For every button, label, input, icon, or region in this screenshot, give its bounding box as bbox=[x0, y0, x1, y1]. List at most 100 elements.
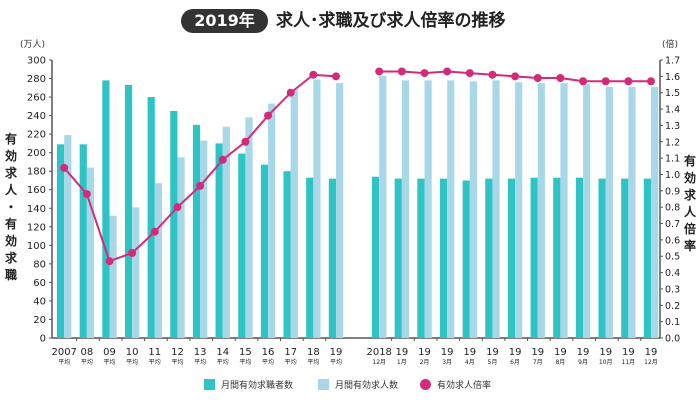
x-label-bottom: 6月 bbox=[510, 359, 520, 366]
bar-seekers bbox=[598, 178, 606, 338]
bar-seekers bbox=[575, 177, 584, 338]
x-label-bottom: 平均 bbox=[285, 358, 297, 366]
ratio-point bbox=[150, 227, 159, 236]
x-label-top: 11 bbox=[148, 347, 161, 358]
left-tick-label: 20 bbox=[33, 315, 46, 326]
x-label-top: 19 bbox=[330, 347, 343, 358]
right-axis-title-char: 人 bbox=[683, 205, 696, 219]
ratio-point bbox=[488, 70, 497, 79]
x-label-top: 13 bbox=[194, 347, 207, 358]
bar-openings bbox=[177, 157, 185, 338]
right-tick-label: 0.0 bbox=[665, 334, 680, 345]
bar-seekers bbox=[283, 171, 291, 338]
x-label-bottom: 平均 bbox=[239, 358, 251, 366]
right-tick-label: 1.1 bbox=[665, 154, 680, 165]
bar-openings bbox=[290, 89, 298, 338]
ratio-point bbox=[375, 67, 384, 76]
x-label-top: 19 bbox=[577, 347, 590, 358]
bar-seekers bbox=[328, 178, 336, 338]
legend-marker-ratio bbox=[420, 379, 431, 390]
bar-openings bbox=[515, 82, 523, 339]
x-label-bottom: 3月 bbox=[442, 359, 452, 366]
ratio-point bbox=[624, 77, 633, 86]
x-label-bottom: 2月 bbox=[420, 359, 430, 366]
left-tick-label: 100 bbox=[27, 241, 46, 252]
legend-label-openings: 月間有効求人数 bbox=[335, 381, 399, 391]
bar-openings bbox=[492, 80, 500, 339]
left-axis-title-char: 効 bbox=[4, 234, 17, 248]
left-axis-title-char: 有 bbox=[4, 217, 17, 231]
bar-seekers bbox=[57, 144, 65, 338]
bar-seekers bbox=[372, 176, 380, 338]
ratio-point bbox=[105, 257, 114, 266]
x-label-top: 19 bbox=[441, 347, 454, 358]
left-tick-label: 160 bbox=[27, 185, 46, 196]
bar-openings bbox=[583, 84, 591, 339]
x-label-bottom: 平均 bbox=[171, 358, 183, 366]
right-tick-label: 0.9 bbox=[665, 186, 680, 197]
x-label-bottom: 1月 bbox=[397, 359, 407, 366]
left-tick-label: 220 bbox=[27, 130, 46, 141]
bar-openings bbox=[379, 75, 387, 339]
bar-openings bbox=[200, 140, 208, 338]
left-axis-title-char: 職 bbox=[4, 268, 17, 282]
legend-swatch-openings bbox=[318, 379, 329, 390]
bar-seekers bbox=[462, 180, 470, 338]
bar-seekers bbox=[215, 143, 223, 338]
right-tick-label: 1.2 bbox=[665, 137, 680, 148]
left-tick-label: 300 bbox=[27, 56, 46, 67]
ratio-point bbox=[332, 72, 340, 81]
x-label-top: 19 bbox=[554, 347, 567, 358]
ratio-point bbox=[579, 77, 588, 86]
ratio-point bbox=[264, 111, 273, 120]
right-tick-label: 0.6 bbox=[665, 235, 680, 246]
x-label-bottom: 12月 bbox=[644, 359, 658, 366]
ratio-point bbox=[241, 137, 250, 146]
x-label-bottom: 平均 bbox=[149, 358, 161, 366]
bar-openings bbox=[132, 207, 140, 338]
right-tick-label: 1.0 bbox=[665, 170, 680, 181]
left-axis-unit: (万人) bbox=[20, 40, 46, 50]
x-label-bottom: 9月 bbox=[578, 359, 588, 366]
right-tick-label: 0.7 bbox=[665, 219, 680, 230]
x-label-bottom: 12月 bbox=[372, 359, 386, 366]
x-label-top: 14 bbox=[216, 347, 229, 358]
x-label-top: 19 bbox=[486, 347, 499, 358]
bar-openings bbox=[628, 86, 636, 338]
bar-seekers bbox=[306, 177, 314, 338]
ratio-point bbox=[443, 67, 452, 76]
left-tick-label: 260 bbox=[27, 93, 46, 104]
right-tick-label: 1.3 bbox=[665, 121, 680, 132]
right-tick-label: 0.5 bbox=[665, 252, 680, 263]
bar-seekers bbox=[170, 110, 178, 338]
right-tick-label: 1.5 bbox=[665, 88, 680, 99]
x-label-bottom: 8月 bbox=[555, 359, 565, 366]
left-axis-title: 有効求人・有効求職 bbox=[4, 131, 18, 284]
x-label-bottom: 平均 bbox=[81, 358, 93, 366]
bar-seekers bbox=[621, 178, 629, 338]
bar-openings bbox=[245, 117, 253, 338]
bar-seekers bbox=[507, 178, 516, 338]
x-label-top: 19 bbox=[395, 347, 408, 358]
year-badge: 2019年 bbox=[181, 9, 268, 33]
legend-item-seekers: 月間有効求職者数 bbox=[204, 378, 293, 391]
right-axis-title: 有効求人倍率 bbox=[683, 153, 697, 255]
legend-item-openings: 月間有効求人数 bbox=[318, 378, 398, 391]
right-axis-title-char: 率 bbox=[683, 239, 696, 253]
bar-seekers bbox=[530, 177, 538, 338]
right-axis-title-char: 効 bbox=[683, 171, 696, 185]
ratio-lines bbox=[60, 67, 655, 266]
left-axis-title-char: 効 bbox=[4, 149, 17, 163]
right-axis: 0.0 0.1 0.2 0.3 0.4 0.5 0.6 0.7 0.8 0.9 1.0 1.1 1.2 1… bbox=[659, 56, 680, 345]
bar-seekers bbox=[394, 178, 402, 338]
ratio-point bbox=[420, 69, 429, 78]
right-tick-label: 1.4 bbox=[665, 105, 680, 116]
right-axis-title-char: 求 bbox=[683, 188, 696, 202]
bar-seekers bbox=[79, 144, 87, 338]
x-label-bottom: 平均 bbox=[58, 358, 70, 366]
x-label-top: 19 bbox=[509, 347, 522, 358]
left-tick-label: 240 bbox=[27, 111, 46, 122]
ratio-point bbox=[556, 73, 565, 82]
ratio-point bbox=[286, 88, 295, 97]
